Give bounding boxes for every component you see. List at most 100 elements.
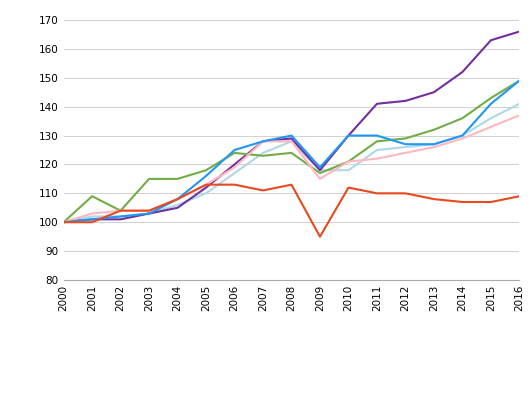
12 Skåne län [60, 220, 67, 225]
03 Uppsala län [488, 96, 494, 100]
01 Stockholms län [146, 211, 152, 216]
00 Riket [146, 211, 152, 216]
00 Riket [117, 214, 123, 219]
12 Skåne län [146, 208, 152, 213]
25 Norrbottens län [146, 208, 152, 213]
12 Skåne län [203, 182, 209, 187]
03 Uppsala län [431, 127, 437, 132]
01 Stockholms län [488, 38, 494, 43]
12 Skåne län [460, 136, 466, 141]
25 Norrbottens län [402, 191, 409, 196]
14 Västra Götalands län [174, 197, 181, 202]
01 Stockholms län [174, 205, 181, 210]
03 Uppsala län [317, 171, 323, 176]
03 Uppsala län [203, 168, 209, 173]
25 Norrbottens län [516, 194, 523, 199]
14 Västra Götalands län [317, 165, 323, 170]
12 Skåne län [260, 139, 266, 144]
00 Riket [402, 145, 409, 150]
01 Stockholms län [117, 217, 123, 222]
25 Norrbottens län [345, 185, 351, 190]
12 Skåne län [232, 165, 238, 170]
14 Västra Götalands län [203, 174, 209, 178]
14 Västra Götalands län [516, 78, 523, 83]
03 Uppsala län [460, 116, 466, 121]
14 Västra Götalands län [402, 142, 409, 147]
14 Västra Götalands län [117, 214, 123, 219]
12 Skåne län [516, 113, 523, 118]
12 Skåne län [345, 159, 351, 164]
01 Stockholms län [203, 185, 209, 190]
00 Riket [345, 168, 351, 173]
03 Uppsala län [345, 159, 351, 164]
14 Västra Götalands län [288, 133, 295, 138]
25 Norrbottens län [260, 188, 266, 193]
00 Riket [488, 116, 494, 121]
00 Riket [89, 214, 95, 219]
03 Uppsala län [60, 220, 67, 225]
25 Norrbottens län [174, 197, 181, 202]
12 Skåne län [117, 208, 123, 213]
00 Riket [317, 168, 323, 173]
01 Stockholms län [288, 136, 295, 141]
03 Uppsala län [288, 150, 295, 155]
00 Riket [516, 101, 523, 106]
25 Norrbottens län [460, 200, 466, 204]
14 Västra Götalands län [431, 142, 437, 147]
25 Norrbottens län [117, 208, 123, 213]
00 Riket [203, 191, 209, 196]
12 Skåne län [488, 124, 494, 129]
03 Uppsala län [402, 136, 409, 141]
25 Norrbottens län [288, 182, 295, 187]
25 Norrbottens län [317, 234, 323, 239]
14 Västra Götalands län [260, 139, 266, 144]
12 Skåne län [374, 156, 380, 161]
00 Riket [431, 142, 437, 147]
03 Uppsala län [260, 153, 266, 158]
Line: 14 Västra Götalands län: 14 Västra Götalands län [64, 81, 519, 222]
14 Västra Götalands län [345, 133, 351, 138]
12 Skåne län [288, 139, 295, 144]
00 Riket [288, 139, 295, 144]
25 Norrbottens län [232, 182, 238, 187]
01 Stockholms län [260, 139, 266, 144]
14 Västra Götalands län [60, 220, 67, 225]
03 Uppsala län [117, 208, 123, 213]
00 Riket [232, 171, 238, 176]
03 Uppsala län [89, 194, 95, 199]
01 Stockholms län [345, 133, 351, 138]
25 Norrbottens län [374, 191, 380, 196]
00 Riket [60, 220, 67, 225]
01 Stockholms län [232, 162, 238, 167]
01 Stockholms län [402, 98, 409, 103]
Line: 01 Stockholms län: 01 Stockholms län [64, 32, 519, 222]
Line: 00 Riket: 00 Riket [64, 104, 519, 222]
25 Norrbottens län [60, 220, 67, 225]
03 Uppsala län [174, 176, 181, 181]
01 Stockholms län [317, 168, 323, 173]
01 Stockholms län [89, 217, 95, 222]
01 Stockholms län [460, 70, 466, 74]
12 Skåne län [317, 176, 323, 181]
01 Stockholms län [60, 220, 67, 225]
14 Västra Götalands län [232, 148, 238, 152]
00 Riket [260, 150, 266, 155]
Line: 12 Skåne län: 12 Skåne län [64, 115, 519, 222]
14 Västra Götalands län [146, 211, 152, 216]
03 Uppsala län [516, 78, 523, 83]
01 Stockholms län [431, 90, 437, 95]
03 Uppsala län [374, 139, 380, 144]
14 Västra Götalands län [374, 133, 380, 138]
12 Skåne län [402, 150, 409, 155]
25 Norrbottens län [431, 197, 437, 202]
03 Uppsala län [146, 176, 152, 181]
25 Norrbottens län [203, 182, 209, 187]
12 Skåne län [174, 197, 181, 202]
Line: 03 Uppsala län: 03 Uppsala län [64, 81, 519, 222]
12 Skåne län [431, 145, 437, 150]
01 Stockholms län [516, 29, 523, 34]
00 Riket [460, 133, 466, 138]
25 Norrbottens län [89, 220, 95, 225]
00 Riket [374, 148, 380, 152]
00 Riket [174, 202, 181, 207]
